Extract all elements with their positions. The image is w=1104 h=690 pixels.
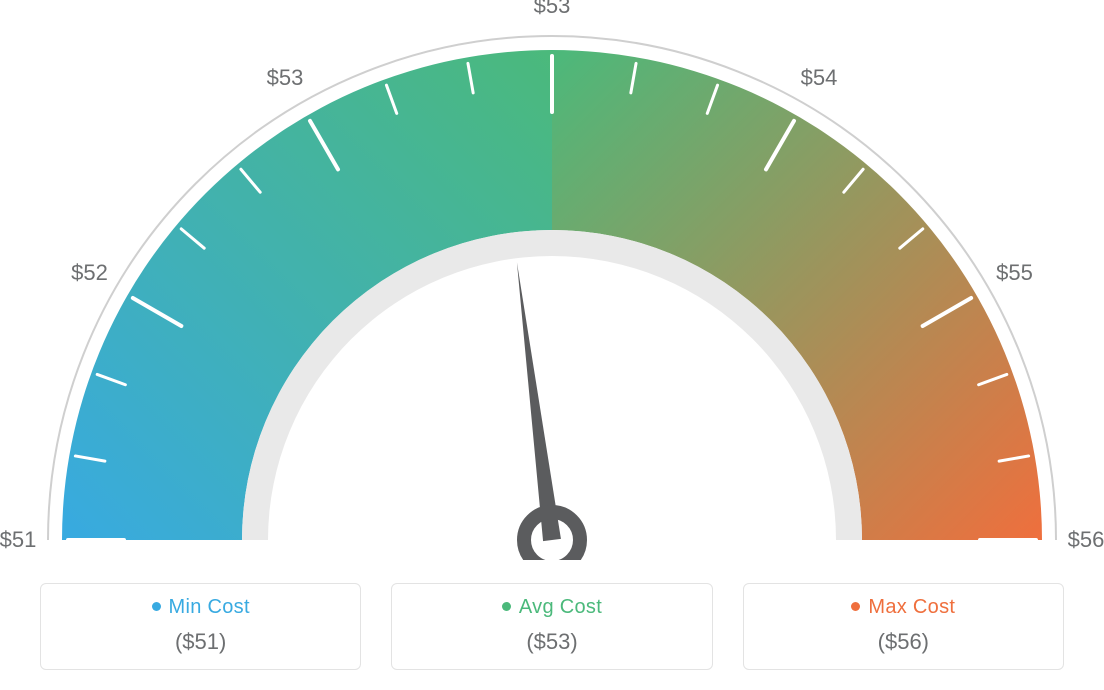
gauge-tick-label: $52 xyxy=(71,260,108,286)
gauge-tick-label: $53 xyxy=(267,65,304,91)
gauge-chart: $51 $52 $53 $53 $54 $55 $56 xyxy=(0,0,1104,560)
gauge-tick-label: $55 xyxy=(996,260,1033,286)
legend-max-value: ($56) xyxy=(744,629,1063,655)
legend-max-title: Max Cost xyxy=(744,596,1063,619)
legend-min-title: Min Cost xyxy=(41,596,360,619)
legend-row: Min Cost ($51) Avg Cost ($53) Max Cost (… xyxy=(0,583,1104,670)
dot-icon xyxy=(851,602,860,611)
dot-icon xyxy=(152,602,161,611)
legend-avg: Avg Cost ($53) xyxy=(391,583,712,670)
legend-min-label: Min Cost xyxy=(169,596,250,618)
dot-icon xyxy=(502,602,511,611)
legend-avg-label: Avg Cost xyxy=(519,596,602,618)
legend-avg-value: ($53) xyxy=(392,629,711,655)
gauge-svg xyxy=(0,0,1104,560)
legend-avg-title: Avg Cost xyxy=(392,596,711,619)
legend-max: Max Cost ($56) xyxy=(743,583,1064,670)
legend-min: Min Cost ($51) xyxy=(40,583,361,670)
gauge-tick-label: $54 xyxy=(801,65,838,91)
gauge-tick-label: $53 xyxy=(534,0,571,19)
gauge-tick-label: $56 xyxy=(1068,527,1104,553)
legend-max-label: Max Cost xyxy=(868,596,955,618)
gauge-tick-label: $51 xyxy=(0,527,36,553)
legend-min-value: ($51) xyxy=(41,629,360,655)
